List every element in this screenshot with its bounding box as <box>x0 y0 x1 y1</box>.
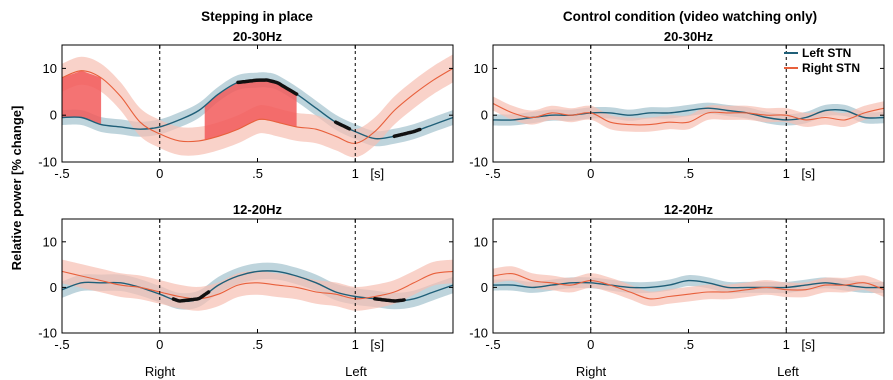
y-axis-label: Relative power [% change] <box>9 106 24 271</box>
significance-region <box>204 80 297 140</box>
significance-segment <box>236 78 299 96</box>
x-tick-label: 1 <box>783 166 790 181</box>
bottom-label-right-left-panel: Right <box>145 364 176 379</box>
panel-stepping-12-20hz: 12-20Hz 10 0 -10-.5 0 .5 1 [s] <box>38 202 454 352</box>
x-tick-label: 0 <box>156 337 163 352</box>
right-stn-line <box>61 270 454 300</box>
x-tick-label: .5 <box>683 337 694 352</box>
significance-segment <box>373 297 406 303</box>
x-tick-label: .5 <box>252 166 263 181</box>
legend-label: Left STN <box>802 46 851 60</box>
y-tick-label: 0 <box>50 280 57 295</box>
bottom-label-right-right-panel: Right <box>576 364 607 379</box>
x-tick-label: -.5 <box>54 337 69 352</box>
x-tick-label: 1 <box>352 166 359 181</box>
y-tick-label: -10 <box>38 326 57 341</box>
x-tick-label: 1 <box>783 337 790 352</box>
y-tick-label: 0 <box>481 108 488 123</box>
y-tick-label: 0 <box>481 280 488 295</box>
x-unit-label: [s] <box>801 166 815 181</box>
significance-segment <box>333 120 352 131</box>
y-tick-label: 10 <box>43 234 57 249</box>
right-stn-line <box>492 273 885 300</box>
panel-control-12-20hz: 12-20Hz 10 0 -10-.5 0 .5 1 [s] <box>469 202 885 352</box>
right-column-title: Control condition (video watching only) <box>563 9 817 24</box>
x-tick-label: -.5 <box>485 166 500 181</box>
x-tick-label: .5 <box>252 337 263 352</box>
left-column-title: Stepping in place <box>201 9 313 24</box>
panel-title: 12-20Hz <box>664 202 714 217</box>
significance-segment <box>171 290 211 303</box>
x-unit-label: [s] <box>801 337 815 352</box>
bottom-label-left-right-panel: Left <box>777 364 799 379</box>
panel-title: 20-30Hz <box>233 29 283 44</box>
x-tick-label: 1 <box>352 337 359 352</box>
y-tick-label: -10 <box>38 155 57 170</box>
legend-label: Right STN <box>802 61 860 75</box>
y-tick-label: 10 <box>474 61 488 76</box>
bottom-label-left-left-panel: Left <box>345 364 367 379</box>
left-stn-line <box>492 107 885 121</box>
x-tick-label: -.5 <box>54 166 69 181</box>
x-unit-label: [s] <box>370 166 384 181</box>
right-stn-confidence-band <box>493 96 884 132</box>
significance-region <box>62 70 102 125</box>
x-tick-label: -.5 <box>485 337 500 352</box>
x-tick-label: 0 <box>156 166 163 181</box>
x-tick-label: .5 <box>683 166 694 181</box>
x-tick-label: 0 <box>587 166 594 181</box>
y-tick-label: -10 <box>469 155 488 170</box>
right-stn-line <box>492 103 885 126</box>
left-stn-line <box>492 279 885 289</box>
panel-title: 20-30Hz <box>664 29 714 44</box>
y-tick-label: 10 <box>474 234 488 249</box>
y-tick-label: 0 <box>50 108 57 123</box>
right-stn-line <box>61 67 454 144</box>
x-unit-label: [s] <box>370 337 384 352</box>
y-tick-label: -10 <box>469 326 488 341</box>
significance-segment <box>392 127 422 139</box>
x-tick-label: 0 <box>587 337 594 352</box>
y-tick-label: 10 <box>43 61 57 76</box>
right-stn-confidence-band <box>493 266 884 307</box>
panel-stepping-20-30hz: 20-30Hz 10 0 -10-.5 0 .5 1 [s] <box>38 29 454 181</box>
panel-title: 12-20Hz <box>233 202 283 217</box>
